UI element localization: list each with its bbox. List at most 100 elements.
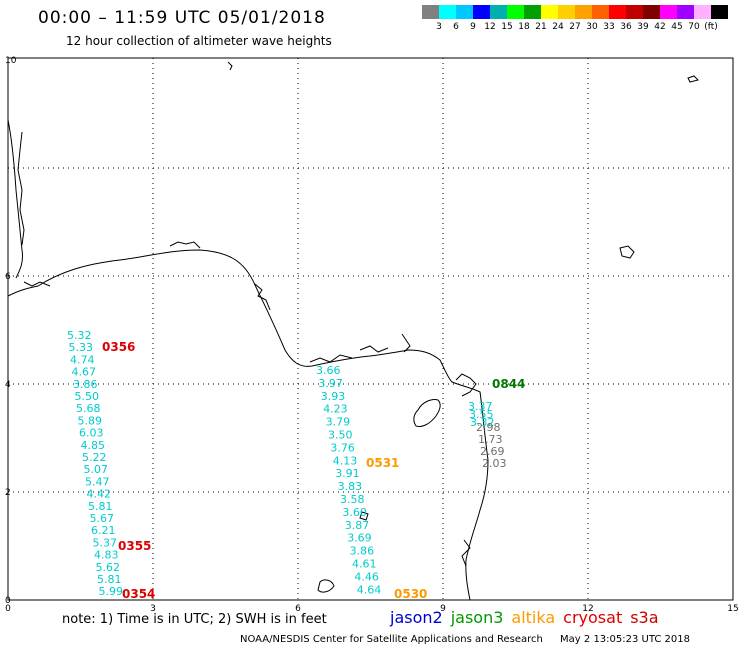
wave-height-value: 2.98 xyxy=(476,421,501,434)
wave-height-value: 5.62 xyxy=(96,561,121,574)
wave-height-value: 5.67 xyxy=(90,512,115,525)
y-tick-label: 4 xyxy=(5,380,11,390)
wave-height-value: 3.32 xyxy=(470,416,495,429)
wave-height-value: 6.21 xyxy=(91,524,116,537)
pass-time-label: 0354 xyxy=(122,587,155,601)
color-scale-label: 36 xyxy=(620,22,632,32)
color-scale-swatch xyxy=(660,5,677,19)
color-scale-label: 9 xyxy=(470,22,476,32)
satellite-legend: jason2 jason3 altika cryosat s3a xyxy=(390,608,667,627)
wave-height-value: 3.93 xyxy=(321,390,346,403)
satellite-legend-entry: jason2 xyxy=(390,608,443,627)
wave-height-value: 4.13 xyxy=(333,454,358,467)
color-scale-swatch xyxy=(626,5,643,19)
color-scale-swatch xyxy=(694,5,711,19)
satellite-legend-entry: s3a xyxy=(630,608,659,627)
islands xyxy=(317,245,635,593)
wave-height-value: 3.87 xyxy=(345,519,370,532)
wave-height-value: 5.81 xyxy=(97,573,122,586)
wave-height-value: 4.61 xyxy=(352,558,377,571)
wave-height-value: 3.58 xyxy=(340,493,365,506)
y-tick-label: 6 xyxy=(5,272,11,282)
pass-time-label: 0531 xyxy=(366,456,399,470)
wave-height-value: 3.83 xyxy=(338,480,363,493)
chart-subtitle: 12 hour collection of altimeter wave hei… xyxy=(66,34,332,48)
color-scale-label: 24 xyxy=(552,22,564,32)
color-scale-bar xyxy=(422,5,728,19)
color-scale-swatch xyxy=(558,5,575,19)
color-scale-label: 30 xyxy=(586,22,598,32)
wave-height-value: 3.86 xyxy=(73,378,98,391)
color-scale-label: 45 xyxy=(671,22,683,32)
color-scale-label: (ft) xyxy=(704,22,718,32)
color-scale-label: 27 xyxy=(569,22,581,32)
color-scale-label: 18 xyxy=(518,22,530,32)
color-scale-label: 33 xyxy=(603,22,615,32)
wave-height-value: 5.68 xyxy=(76,402,101,415)
color-scale-swatch xyxy=(439,5,456,19)
color-scale-swatch xyxy=(592,5,609,19)
wave-height-value: 5.32 xyxy=(67,329,92,342)
agency-credit: NOAA/NESDIS Center for Satellite Applica… xyxy=(240,634,543,645)
color-scale-label: 15 xyxy=(501,22,513,32)
color-scale-swatch xyxy=(456,5,473,19)
wave-height-value: 3.79 xyxy=(326,416,351,429)
x-tick-label: 12 xyxy=(582,604,593,614)
color-scale-label: 6 xyxy=(453,22,459,32)
wave-height-value: 3.50 xyxy=(328,429,353,442)
y-tick-label: 0 xyxy=(5,596,11,606)
wave-height-value: 5.33 xyxy=(69,341,94,354)
satellite-legend-entry: cryosat xyxy=(563,608,623,627)
wave-height-value: 4.85 xyxy=(81,439,106,452)
wave-height-value: 5.99 xyxy=(99,585,124,598)
satellite-legend-entry: altika xyxy=(511,608,556,627)
color-scale-swatch xyxy=(643,5,660,19)
color-scale-label: 3 xyxy=(436,22,442,32)
wave-height-value: 1.73 xyxy=(478,433,503,446)
x-tick-label: 9 xyxy=(440,604,446,614)
wave-height-value: 3.97 xyxy=(318,377,343,390)
wave-height-value: 5.50 xyxy=(75,390,100,403)
wave-height-value: 6.03 xyxy=(79,427,104,440)
color-scale-swatch xyxy=(711,5,728,19)
y-tick-labels: 0 2 4 6 10 xyxy=(5,56,17,606)
wave-height-value: 2.69 xyxy=(480,445,505,458)
wave-height-value: 3.55 xyxy=(469,408,494,421)
color-scale-label: 39 xyxy=(637,22,649,32)
color-scale-label: 70 xyxy=(688,22,700,32)
y-tick-label: 2 xyxy=(5,488,11,498)
wave-height-value: 3.76 xyxy=(330,441,355,454)
pass-time-label: 0844 xyxy=(492,377,525,391)
x-tick-label: 15 xyxy=(727,604,738,614)
wave-height-value: 5.47 xyxy=(85,475,110,488)
wave-height-value: 4.64 xyxy=(357,583,382,596)
color-scale-swatch xyxy=(422,5,439,19)
wave-height-value: 5.81 xyxy=(88,500,113,513)
footer-note: note: 1) Time is in UTC; 2) SWH is in fe… xyxy=(62,612,327,627)
wave-height-value: 2.03 xyxy=(482,457,507,470)
coastline xyxy=(7,61,699,601)
color-scale-swatch xyxy=(609,5,626,19)
color-scale-swatch xyxy=(524,5,541,19)
wave-height-value: 3.69 xyxy=(347,532,372,545)
wave-height-value: 4.42 xyxy=(87,488,112,501)
wave-height-value: 3.66 xyxy=(316,364,341,377)
footer-credit: NOAA/NESDIS Center for Satellite Applica… xyxy=(240,634,690,645)
wave-height-value: 3.60 xyxy=(342,506,367,519)
color-scale-swatch xyxy=(677,5,694,19)
grid-lines xyxy=(8,58,733,600)
color-scale-label: 12 xyxy=(484,22,496,32)
y-tick-label: 10 xyxy=(5,56,17,66)
x-tick-label: 3 xyxy=(150,604,156,614)
color-scale-swatch xyxy=(575,5,592,19)
generation-timestamp: May 2 13:05:23 UTC 2018 xyxy=(560,634,690,645)
color-scale-swatch xyxy=(490,5,507,19)
wave-height-values: 5.325.334.744.673.865.505.685.896.034.85… xyxy=(67,329,507,598)
pass-time-label: 0530 xyxy=(394,587,427,601)
color-scale-label: 42 xyxy=(654,22,666,32)
pass-time-label: 0355 xyxy=(118,539,151,553)
color-scale-label: 21 xyxy=(535,22,547,32)
color-scale-swatch xyxy=(541,5,558,19)
color-scale-swatch xyxy=(473,5,490,19)
